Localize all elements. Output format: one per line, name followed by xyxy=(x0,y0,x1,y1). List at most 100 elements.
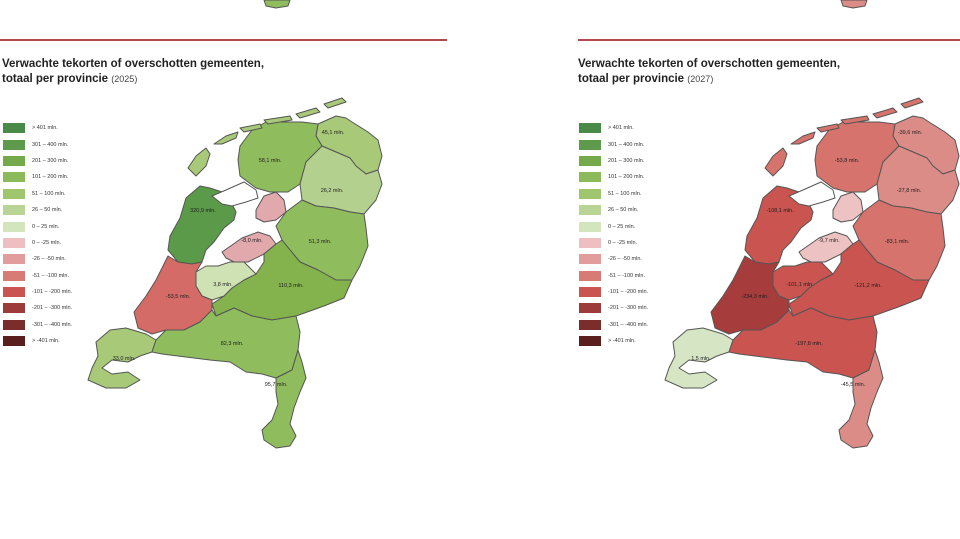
legend-label: -26 – -50 mln. xyxy=(608,256,642,263)
legend-swatch xyxy=(579,270,601,281)
legend-swatch xyxy=(579,319,601,330)
legend-swatch xyxy=(579,237,601,248)
province-noord-holland xyxy=(167,185,237,265)
legend-item: -51 – -100 mln. xyxy=(3,268,72,284)
map-panel-2025: Verwachte tekorten of overschotten gemee… xyxy=(0,0,450,539)
legend-item: -101 – -200 mln. xyxy=(3,284,72,300)
legend-item: 26 – 50 mln. xyxy=(3,202,72,218)
legend-swatch xyxy=(579,221,601,232)
legend-swatch xyxy=(579,123,601,134)
legend-swatch xyxy=(3,319,25,330)
legend-item: 51 – 100 mln. xyxy=(3,186,72,202)
province-map: -39,6 mln. -53,8 mln. -27,8 mln. -108,1 mln… xyxy=(664,0,960,449)
legend-label: -51 – -100 mln. xyxy=(32,272,69,279)
province-islands xyxy=(187,97,347,177)
legend-label: > 401 mln. xyxy=(32,125,58,132)
legend-label: > -401 mln. xyxy=(608,338,636,345)
province-label-limburg: -45,5 mln. xyxy=(841,382,866,388)
province-label-noord-brabant: 82,3 mln. xyxy=(221,341,244,347)
legend-item: 201 – 300 mln. xyxy=(3,153,72,169)
legend-label: -201 – -300 mln. xyxy=(32,305,73,312)
province-label-noord-brabant: -197,8 mln. xyxy=(795,341,823,347)
legend-swatch xyxy=(579,254,601,265)
legend-swatch xyxy=(3,270,25,281)
legend-swatch xyxy=(3,139,25,150)
map-fragment xyxy=(263,0,291,9)
legend-item: > 401 mln. xyxy=(579,120,648,136)
legend-item: -201 – -300 mln. xyxy=(579,300,648,316)
province-label-gelderland: 110,3 mln. xyxy=(278,283,304,289)
legend-item: -201 – -300 mln. xyxy=(3,300,72,316)
legend-label: -301 – -400 mln. xyxy=(608,321,649,328)
legend: > 401 mln. 301 – 400 mln. 201 – 300 mln. 10… xyxy=(579,120,648,349)
province-label-noord-holland: -108,1 mln. xyxy=(766,208,794,214)
legend-label: 101 – 200 mln. xyxy=(32,174,69,181)
legend-swatch xyxy=(3,123,25,134)
legend-label: 201 – 300 mln. xyxy=(608,157,645,164)
legend-item: > -401 mln. xyxy=(3,333,72,349)
province-label-utrecht: 3,8 mln. xyxy=(213,282,233,288)
legend-item: 0 – 25 mln. xyxy=(579,218,648,234)
legend-item: -101 – -200 mln. xyxy=(579,284,648,300)
legend-swatch xyxy=(579,139,601,150)
legend-swatch xyxy=(579,336,601,347)
legend-label: > 401 mln. xyxy=(608,125,634,132)
province-label-utrecht: -101,1 mln. xyxy=(786,282,814,288)
legend-label: 0 – -25 mln. xyxy=(608,239,638,246)
legend-label: -101 – -200 mln. xyxy=(608,289,649,296)
legend-swatch xyxy=(579,205,601,216)
lake-ijsselmeer xyxy=(788,181,836,207)
legend-item: 301 – 400 mln. xyxy=(579,136,648,152)
legend-item: 51 – 100 mln. xyxy=(579,186,648,202)
province-label-drenthe: -27,8 mln. xyxy=(897,188,922,194)
province-map: 45,1 mln. 58,1 mln. 26,2 mln. 320,9 mln. -8,… xyxy=(87,0,383,449)
province-label-zuid-holland: -234,3 mln. xyxy=(741,294,769,300)
province-zeeland xyxy=(664,327,734,389)
legend-item: > 401 mln. xyxy=(3,120,72,136)
legend-item: -26 – -50 mln. xyxy=(3,251,72,267)
legend-label: 0 – 25 mln. xyxy=(32,223,60,230)
legend-item: -51 – -100 mln. xyxy=(579,268,648,284)
divider-line xyxy=(0,39,447,41)
legend-label: -201 – -300 mln. xyxy=(608,305,649,312)
legend-label: 51 – 100 mln. xyxy=(608,190,642,197)
province-limburg xyxy=(838,349,884,449)
legend-swatch xyxy=(579,287,601,298)
legend-label: 0 – 25 mln. xyxy=(608,223,636,230)
legend-swatch xyxy=(579,188,601,199)
province-label-overijssel: 51,3 mln. xyxy=(309,239,332,245)
legend-swatch xyxy=(3,188,25,199)
legend-label: -301 – -400 mln. xyxy=(32,321,73,328)
legend-label: -101 – -200 mln. xyxy=(32,289,73,296)
legend-item: -26 – -50 mln. xyxy=(579,251,648,267)
legend-label: 301 – 400 mln. xyxy=(32,141,69,148)
map-panel-2027: Verwachte tekorten of overschotten gemee… xyxy=(576,0,960,539)
province-label-zeeland: 33,0 mln. xyxy=(113,356,136,362)
legend-swatch xyxy=(3,303,25,314)
map-title: Verwachte tekorten of overschotten gemee… xyxy=(2,57,264,87)
legend-item: 201 – 300 mln. xyxy=(579,153,648,169)
province-label-zuid-holland: -53,5 mln. xyxy=(166,294,191,300)
province-zeeland xyxy=(87,327,157,389)
province-label-noord-holland: 320,9 mln. xyxy=(190,208,216,214)
legend-swatch xyxy=(579,172,601,183)
map-title-line1: Verwachte tekorten of overschotten gemee… xyxy=(2,58,265,70)
legend-swatch xyxy=(3,287,25,298)
legend-swatch xyxy=(3,221,25,232)
province-drenthe xyxy=(876,145,960,215)
legend-swatch xyxy=(3,155,25,166)
lake-ijsselmeer xyxy=(211,181,259,207)
legend-item: 26 – 50 mln. xyxy=(579,202,648,218)
province-islands xyxy=(764,97,924,177)
legend-item: 0 – 25 mln. xyxy=(3,218,72,234)
legend-swatch xyxy=(3,237,25,248)
legend-label: 301 – 400 mln. xyxy=(608,141,645,148)
legend-swatch xyxy=(3,205,25,216)
legend-label: 101 – 200 mln. xyxy=(608,174,645,181)
legend-swatch xyxy=(579,303,601,314)
province-label-groningen: 45,1 mln. xyxy=(322,130,345,136)
province-label-gelderland: -121,2 mln. xyxy=(854,283,882,289)
map-title: Verwachte tekorten of overschotten gemee… xyxy=(578,57,840,87)
legend-item: 0 – -25 mln. xyxy=(3,235,72,251)
legend-label: > -401 mln. xyxy=(32,338,60,345)
